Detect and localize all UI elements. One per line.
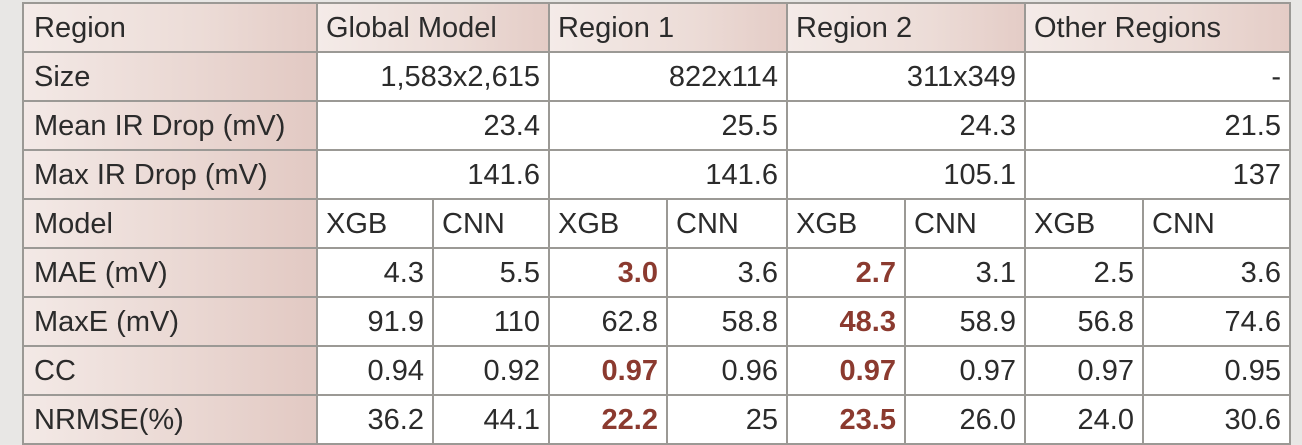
- metric-value: 110: [432, 296, 550, 347]
- model-col: XGB: [786, 198, 906, 249]
- region2-header: Region 2: [786, 2, 1026, 53]
- metric-value: 62.8: [548, 296, 668, 347]
- metric-value: 24.0: [1024, 394, 1144, 445]
- model-col: XGB: [548, 198, 668, 249]
- model-col: XGB: [1024, 198, 1144, 249]
- metric-value: 36.2: [316, 394, 434, 445]
- header-row: Region Global Model Region 1 Region 2 Ot…: [22, 2, 1291, 53]
- metric-value: 0.97: [904, 345, 1026, 396]
- metric-value: 2.7: [786, 247, 906, 298]
- metric-value: 48.3: [786, 296, 906, 347]
- metric-label: MaxE (mV): [22, 296, 318, 347]
- metric-row: MaxE (mV) 91.9 110 62.8 58.8 48.3 58.9 5…: [22, 296, 1291, 347]
- size-row: Size 1,583x2,615 822x114 311x349 -: [22, 51, 1291, 102]
- mean-ir-label: Mean IR Drop (mV): [22, 100, 318, 151]
- metric-label: NRMSE(%): [22, 394, 318, 445]
- metric-value: 0.94: [316, 345, 434, 396]
- metric-value: 3.6: [666, 247, 788, 298]
- metric-value: 91.9: [316, 296, 434, 347]
- metric-value: 0.92: [432, 345, 550, 396]
- metric-value: 26.0: [904, 394, 1026, 445]
- metric-value: 3.1: [904, 247, 1026, 298]
- metric-value: 58.8: [666, 296, 788, 347]
- mean-ir-global: 23.4: [316, 100, 550, 151]
- metric-value: 22.2: [548, 394, 668, 445]
- metric-value: 58.9: [904, 296, 1026, 347]
- max-ir-label: Max IR Drop (mV): [22, 149, 318, 200]
- metric-value: 3.0: [548, 247, 668, 298]
- model-col: CNN: [432, 198, 550, 249]
- metric-value: 0.97: [548, 345, 668, 396]
- metric-value: 74.6: [1142, 296, 1291, 347]
- metric-value: 3.6: [1142, 247, 1291, 298]
- metric-value: 0.97: [1024, 345, 1144, 396]
- metric-row: CC 0.94 0.92 0.97 0.96 0.97 0.97 0.97 0.…: [22, 345, 1291, 396]
- model-label: Model: [22, 198, 318, 249]
- model-row: Model XGB CNN XGB CNN XGB CNN XGB CNN: [22, 198, 1291, 249]
- metric-value: 4.3: [316, 247, 434, 298]
- size-global: 1,583x2,615: [316, 51, 550, 102]
- metric-value: 5.5: [432, 247, 550, 298]
- metric-value: 0.96: [666, 345, 788, 396]
- size-label: Size: [22, 51, 318, 102]
- mean-ir-region1: 25.5: [548, 100, 788, 151]
- max-ir-region1: 141.6: [548, 149, 788, 200]
- model-col: CNN: [904, 198, 1026, 249]
- max-ir-global: 141.6: [316, 149, 550, 200]
- metric-value: 44.1: [432, 394, 550, 445]
- metric-label: MAE (mV): [22, 247, 318, 298]
- metric-value: 0.97: [786, 345, 906, 396]
- max-ir-region2: 105.1: [786, 149, 1026, 200]
- metric-value: 23.5: [786, 394, 906, 445]
- max-ir-row: Max IR Drop (mV) 141.6 141.6 105.1 137: [22, 149, 1291, 200]
- global-model-header: Global Model: [316, 2, 550, 53]
- mean-ir-row: Mean IR Drop (mV) 23.4 25.5 24.3 21.5: [22, 100, 1291, 151]
- region1-header: Region 1: [548, 2, 788, 53]
- model-col: CNN: [1142, 198, 1291, 249]
- region-header-label: Region: [22, 2, 318, 53]
- model-col: CNN: [666, 198, 788, 249]
- size-region2: 311x349: [786, 51, 1026, 102]
- results-table: Region Global Model Region 1 Region 2 Ot…: [22, 2, 1291, 445]
- metric-value: 56.8: [1024, 296, 1144, 347]
- model-col: XGB: [316, 198, 434, 249]
- mean-ir-region2: 24.3: [786, 100, 1026, 151]
- max-ir-other: 137: [1024, 149, 1291, 200]
- metric-value: 2.5: [1024, 247, 1144, 298]
- size-other: -: [1024, 51, 1291, 102]
- metric-value: 0.95: [1142, 345, 1291, 396]
- metric-row: NRMSE(%) 36.2 44.1 22.2 25 23.5 26.0 24.…: [22, 394, 1291, 445]
- mean-ir-other: 21.5: [1024, 100, 1291, 151]
- metric-value: 25: [666, 394, 788, 445]
- metric-row: MAE (mV) 4.3 5.5 3.0 3.6 2.7 3.1 2.5 3.6: [22, 247, 1291, 298]
- metric-value: 30.6: [1142, 394, 1291, 445]
- metric-label: CC: [22, 345, 318, 396]
- other-regions-header: Other Regions: [1024, 2, 1291, 53]
- size-region1: 822x114: [548, 51, 788, 102]
